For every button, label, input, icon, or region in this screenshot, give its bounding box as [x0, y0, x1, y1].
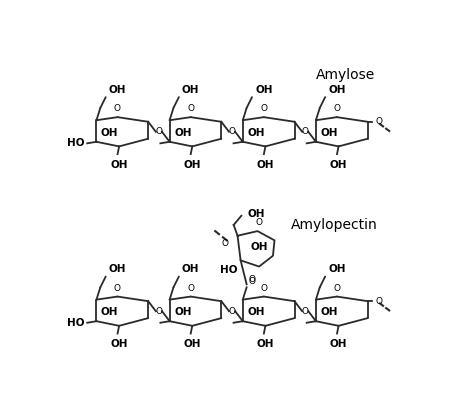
Text: O: O [255, 218, 263, 227]
Text: OH: OH [101, 127, 118, 138]
Text: O: O [114, 104, 121, 113]
Text: OH: OH [320, 127, 338, 138]
Text: OH: OH [182, 85, 200, 95]
Text: OH: OH [101, 307, 118, 317]
Text: OH: OH [110, 160, 128, 170]
Text: OH: OH [247, 127, 265, 138]
Text: O: O [221, 239, 228, 248]
Text: OH: OH [255, 85, 273, 95]
Text: OH: OH [328, 85, 346, 95]
Text: HO: HO [67, 318, 84, 328]
Text: O: O [302, 127, 309, 136]
Text: OH: OH [247, 209, 265, 219]
Text: HO: HO [67, 138, 84, 148]
Text: O: O [260, 104, 267, 113]
Text: OH: OH [330, 339, 347, 349]
Text: OH: OH [183, 339, 201, 349]
Text: OH: OH [250, 242, 268, 252]
Text: OH: OH [330, 160, 347, 170]
Text: OH: OH [320, 307, 338, 317]
Text: O: O [249, 275, 256, 284]
Text: O: O [114, 284, 121, 293]
Text: O: O [333, 104, 340, 113]
Text: O: O [375, 117, 383, 126]
Text: O: O [155, 307, 163, 316]
Text: OH: OH [174, 127, 191, 138]
Text: OH: OH [109, 264, 126, 274]
Text: Amylopectin: Amylopectin [291, 218, 377, 232]
Text: OH: OH [256, 160, 274, 170]
Text: OH: OH [174, 307, 191, 317]
Text: HO: HO [220, 265, 237, 275]
Text: O: O [302, 307, 309, 316]
Text: O: O [375, 297, 383, 306]
Text: O: O [228, 127, 236, 136]
Text: OH: OH [247, 307, 265, 317]
Text: OH: OH [109, 85, 126, 95]
Text: O: O [187, 104, 194, 113]
Text: O: O [187, 284, 194, 293]
Text: OH: OH [183, 160, 201, 170]
Text: O: O [228, 307, 236, 316]
Text: OH: OH [328, 264, 346, 274]
Text: OH: OH [182, 264, 200, 274]
Text: O: O [249, 277, 256, 285]
Text: OH: OH [110, 339, 128, 349]
Text: OH: OH [256, 339, 274, 349]
Text: Amylose: Amylose [316, 68, 375, 82]
Text: O: O [155, 127, 163, 136]
Text: O: O [260, 284, 267, 293]
Text: O: O [333, 284, 340, 293]
